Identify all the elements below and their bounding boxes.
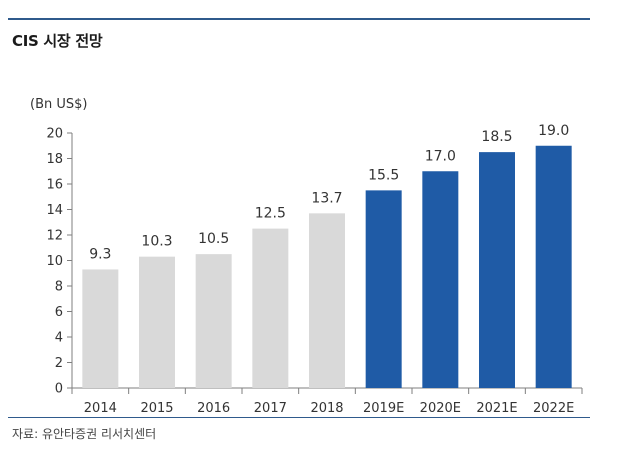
y-tick-label: 4 — [55, 331, 63, 346]
y-tick-label: 16 — [46, 178, 63, 193]
x-tick-label-2014: 2014 — [84, 401, 117, 416]
data-label-2021E: 18.5 — [481, 129, 512, 145]
data-label-2014: 9.3 — [89, 246, 111, 262]
data-label-2019E: 15.5 — [368, 167, 399, 183]
y-tick-label: 20 — [46, 127, 63, 142]
y-tick-label: 6 — [55, 305, 63, 320]
data-label-2020E: 17.0 — [425, 148, 456, 164]
bottom-rule — [8, 417, 590, 418]
bar-2021E — [479, 152, 515, 388]
y-tick-label: 10 — [46, 254, 63, 269]
x-tick-label-2022E: 2022E — [533, 401, 574, 416]
x-tick-label-2016: 2016 — [197, 401, 230, 416]
x-tick-label-2015: 2015 — [140, 401, 173, 416]
y-tick-label: 2 — [55, 356, 63, 371]
y-tick-label: 8 — [55, 280, 63, 295]
source-note: 자료: 유안타증권 리서치센터 — [12, 427, 157, 441]
bar-2014 — [82, 269, 119, 388]
data-label-2022E: 19.0 — [538, 123, 569, 139]
x-tick-label-2021E: 2021E — [476, 401, 517, 416]
bar-2016 — [195, 254, 232, 388]
bar-2018 — [309, 213, 345, 388]
data-label-2018: 13.7 — [311, 190, 342, 206]
y-tick-label: 18 — [46, 152, 63, 167]
bar-2017 — [252, 228, 289, 388]
x-tick-label-2020E: 2020E — [420, 401, 461, 416]
data-label-2016: 10.5 — [198, 231, 229, 247]
data-label-2017: 12.5 — [255, 206, 286, 222]
y-tick-label: 14 — [46, 203, 63, 218]
bar-2019E — [365, 190, 402, 388]
data-label-2015: 10.3 — [141, 234, 172, 250]
chart-title: CIS 시장 전망 — [12, 32, 103, 50]
x-tick-label-2018: 2018 — [310, 401, 343, 416]
y-tick-label: 0 — [55, 382, 63, 397]
y-axis-label: (Bn US$) — [30, 97, 87, 112]
bar-2022E — [535, 145, 572, 388]
bar-2015 — [139, 256, 175, 388]
bar-2020E — [422, 171, 459, 388]
x-tick-label-2019E: 2019E — [363, 401, 404, 416]
top-rule — [8, 18, 590, 20]
x-tick-label-2017: 2017 — [254, 401, 287, 416]
y-tick-label: 12 — [46, 229, 63, 244]
